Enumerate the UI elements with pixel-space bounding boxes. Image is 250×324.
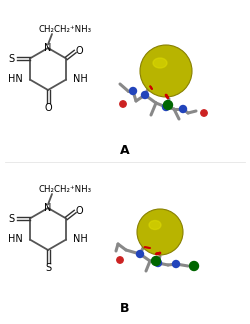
Circle shape bbox=[162, 103, 170, 110]
Ellipse shape bbox=[153, 58, 167, 68]
Circle shape bbox=[130, 87, 136, 95]
Circle shape bbox=[117, 257, 123, 263]
Circle shape bbox=[190, 261, 198, 271]
Text: HN: HN bbox=[8, 75, 23, 85]
Circle shape bbox=[164, 100, 172, 110]
Ellipse shape bbox=[149, 221, 161, 229]
Text: CH₂CH₂⁺NH₃: CH₂CH₂⁺NH₃ bbox=[38, 184, 92, 193]
Circle shape bbox=[152, 257, 160, 265]
Text: O: O bbox=[76, 205, 84, 215]
Text: S: S bbox=[45, 263, 51, 273]
Circle shape bbox=[120, 101, 126, 107]
Circle shape bbox=[136, 250, 143, 258]
Circle shape bbox=[201, 110, 207, 116]
Circle shape bbox=[180, 106, 186, 112]
Circle shape bbox=[142, 91, 148, 98]
Text: S: S bbox=[9, 214, 15, 224]
Text: NH: NH bbox=[73, 235, 88, 245]
Text: CH₂CH₂⁺NH₃: CH₂CH₂⁺NH₃ bbox=[38, 25, 92, 33]
Text: A: A bbox=[120, 145, 130, 157]
Text: O: O bbox=[76, 45, 84, 55]
Text: B: B bbox=[120, 303, 130, 316]
Circle shape bbox=[154, 260, 162, 267]
Text: O: O bbox=[44, 103, 52, 113]
Circle shape bbox=[140, 45, 192, 97]
Text: HN: HN bbox=[8, 235, 23, 245]
Text: N: N bbox=[44, 43, 52, 53]
Text: S: S bbox=[9, 53, 15, 64]
Circle shape bbox=[172, 260, 180, 268]
Text: N: N bbox=[44, 203, 52, 213]
Text: NH: NH bbox=[73, 75, 88, 85]
Circle shape bbox=[137, 209, 183, 255]
